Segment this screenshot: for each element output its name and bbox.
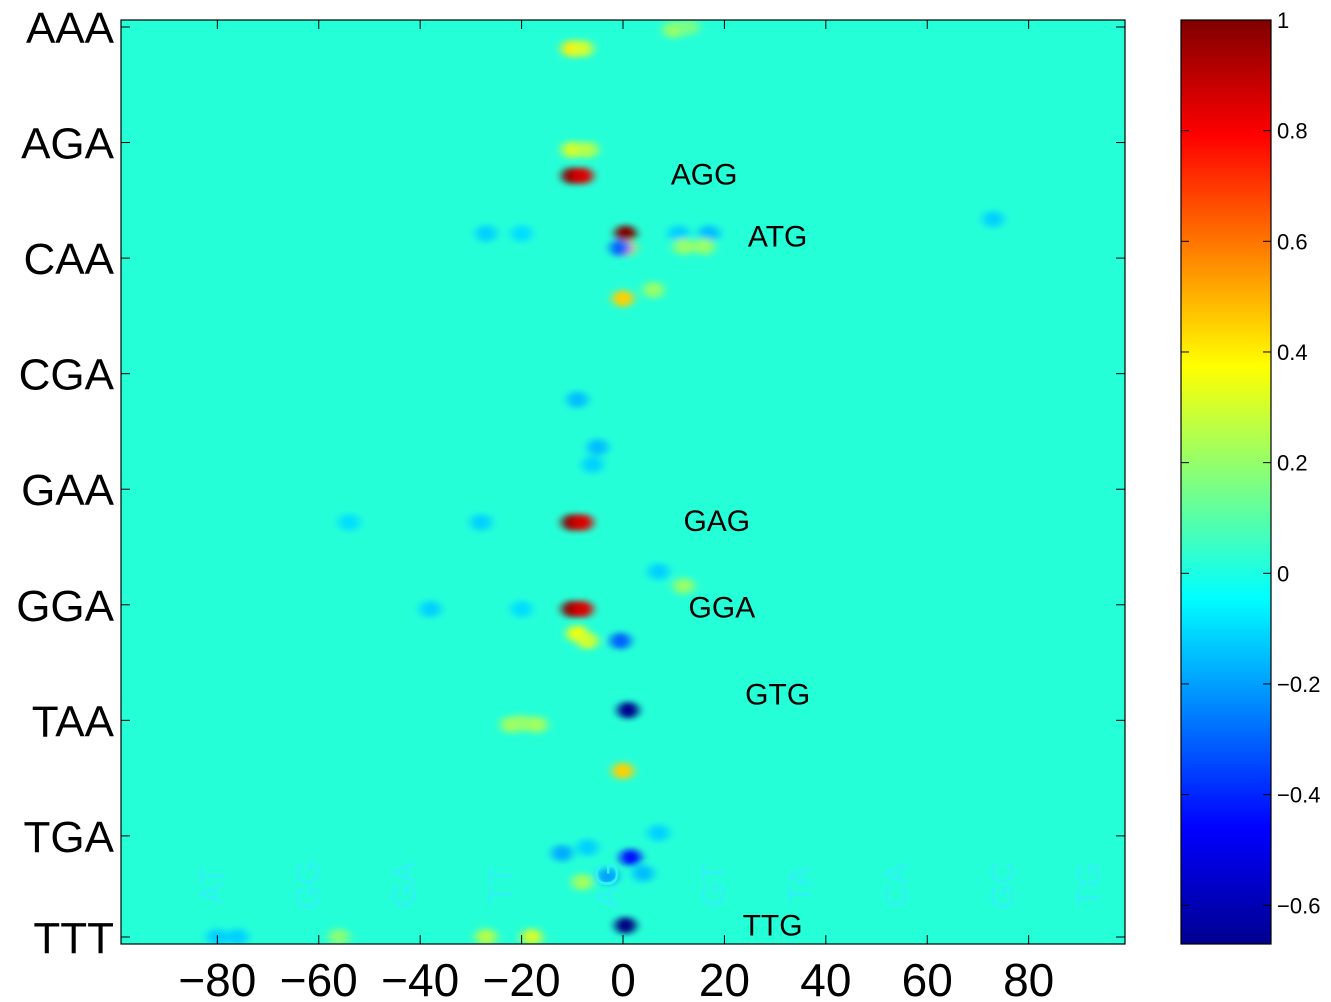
heatmap-cell [475,225,497,242]
annotations: AGG ATG GAG GGA GTG TTG [671,158,810,942]
heatmap-cell [521,928,543,944]
colorbar-tick-label: 0.4 [1277,340,1308,365]
heatmap-cell [614,225,637,242]
y-tick-label: CAA [24,235,115,284]
heatmap-cell [586,439,609,456]
colorbar-tick-label: 0.8 [1277,119,1308,144]
heatmap-cell [614,917,637,934]
watermark-label: GC [984,861,1020,909]
plot-area: AT GG GA TT AG GT TA CA GC TG AGGATGGAGGGAGTGTTG … [16,4,1126,1002]
heatmap-cell [551,844,573,862]
heatmap-cell [571,167,594,185]
watermark-label: AT [193,866,229,905]
heatmap-cell [571,514,594,531]
heatmap-cell [226,928,249,944]
colorbar: 1 0.8 0.6 0.4 0.2 0 −0.2 −0.4 −0.6 [1180,8,1320,945]
heatmap-cell [647,824,670,842]
x-tick-label: −60 [280,954,358,1002]
heatmap-cell [982,210,1004,228]
heatmap-cell [338,514,360,531]
heatmap-cell [678,20,700,36]
y-tick-label: AGA [21,120,115,169]
y-tick-label: TGA [24,813,115,862]
heatmap-cell [617,701,639,719]
heatmap-cell [475,928,497,944]
watermark-label: GT [695,863,731,907]
annotation-label: GGA [689,592,756,625]
y-tick-label: AAA [26,4,115,53]
y-tick-label: CGA [19,351,115,400]
colorbar-ticks: 1 0.8 0.6 0.4 0.2 0 −0.2 −0.4 −0.6 [1181,8,1320,918]
colorbar-tick-label: −0.4 [1277,783,1320,808]
y-tick-label: GGA [16,582,114,631]
heatmap-cell [510,600,533,618]
x-tick-label: 60 [902,954,953,1002]
heatmap-cell [566,391,589,408]
heatmap-cell [609,239,632,257]
heatmap-cell [693,238,715,255]
heatmap-cell [571,873,594,891]
heatmap-cell [571,40,594,57]
colorbar-tick-label: 0.6 [1277,229,1308,254]
heatmap-cell [597,868,619,885]
colorbar-tick-label: 1 [1277,8,1289,33]
y-tick-label: TAA [32,697,115,746]
heatmap-cell [571,600,594,618]
heatmap-cell [561,141,583,159]
heatmap-cell [698,225,720,242]
annotation-label: GAG [683,505,750,538]
heatmap-cell [668,225,690,242]
annotation-label: AGG [671,158,738,191]
heatmap-cell [619,849,642,866]
colorbar-tick-label: −0.6 [1277,893,1320,918]
heatmap-cell [647,563,670,580]
heatmap-cell [470,514,492,531]
axis-ticks: −80 −60 −40 −20 0 20 40 60 80AAAAGACAACGAGAAGGAT… [16,4,1125,1002]
y-tick-label: TTT [33,914,114,963]
heatmap-cell [510,225,533,242]
x-tick-label: −40 [381,954,459,1002]
heatmap-cell [642,281,665,299]
colorbar-gradient [1180,19,1272,945]
heatmap-cell [510,714,533,732]
annotation-label: ATG [748,220,807,253]
watermark-label: TG [1071,863,1107,907]
heatmap-cell [576,632,599,650]
heatmap-cell [576,141,599,159]
heatmap-cell [612,290,634,307]
heatmap-cell [609,632,632,650]
heatmap-cell [612,762,634,780]
heatmap-cells [206,20,1004,944]
annotation-label: TTG [743,909,803,942]
x-tick-label: −80 [178,954,256,1002]
x-tick-label: 40 [800,954,851,1002]
x-tick-label: 80 [1003,954,1054,1002]
heatmap-cell [673,238,695,255]
heatmap-cell [673,577,695,595]
watermark-label: TA [782,865,818,904]
watermark-label: GA [386,861,422,908]
y-tick-label: GAA [21,466,115,515]
x-tick-label: 0 [610,954,636,1002]
watermark-labels: AT GG GA TT AG GT TA CA GC TG [193,860,1106,910]
colorbar-tick-label: 0.2 [1277,451,1308,476]
x-tick-label: 20 [699,954,750,1002]
heatmap-cell [632,865,654,882]
colorbar-tick-label: −0.2 [1277,672,1320,697]
heatmap-cell [419,600,441,618]
heatmap-cell [328,928,350,944]
watermark-label: AG [589,862,625,908]
watermark-label: TT [482,865,518,904]
heatmap-cell [581,456,604,473]
annotation-label: GTG [745,678,810,711]
x-tick-label: −20 [483,954,561,1002]
plot-background [121,20,1125,944]
heatmap-cell [576,839,599,856]
colorbar-tick-label: 0 [1277,561,1289,586]
watermark-label: CA [878,862,914,907]
watermark-label: GG [290,860,326,910]
